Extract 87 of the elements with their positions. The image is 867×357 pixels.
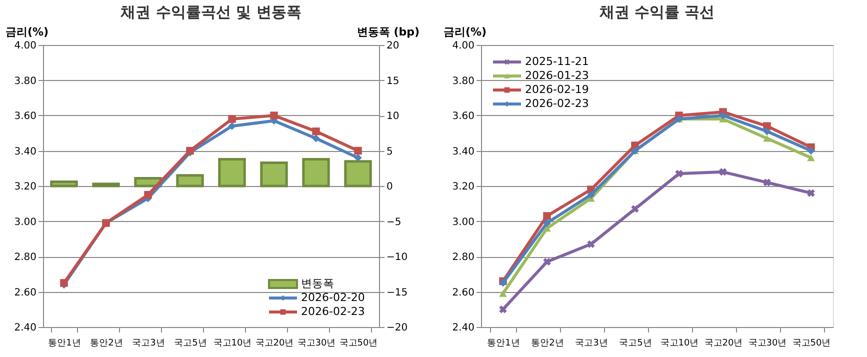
point: [543, 212, 551, 220]
y-tick-label: 3.20: [14, 182, 36, 192]
y-tick-label: 2.80: [14, 252, 36, 263]
bar: [260, 161, 288, 188]
x-tick-label: 국고5년: [619, 338, 652, 348]
x-tick-label: 통안1년: [48, 338, 81, 348]
y2-axis-title: 변동폭 (bp): [356, 26, 420, 38]
legend-label: 2026-02-23: [525, 97, 589, 110]
legend-label: 2026-01-23: [525, 69, 589, 82]
y2-tick-label: 0: [386, 182, 393, 192]
y-tick-label: 3.00: [14, 216, 36, 228]
point: [763, 127, 771, 136]
y2-tick-label: 5: [386, 146, 393, 158]
y2-tick-label: −20: [386, 322, 408, 334]
point: [763, 135, 771, 142]
point: [587, 240, 595, 248]
y2-tick-label: −5: [386, 216, 402, 228]
legend-label: 2026-02-23: [301, 305, 365, 318]
x-tick-label: 국고30년: [748, 338, 787, 348]
y-tick-label: 3.00: [452, 216, 474, 228]
point: [719, 168, 727, 176]
x-tick-label: 국고3년: [132, 338, 165, 348]
chart-title: 채권 수익률곡선 및 변동폭: [120, 3, 302, 21]
bar: [344, 160, 372, 188]
x-tick-label: 국고5년: [174, 338, 207, 348]
legend-label: 2026-02-20: [301, 291, 365, 304]
point: [587, 190, 595, 199]
legend-label: 변동폭: [301, 277, 334, 290]
y-axis-title: 금리(%): [6, 26, 49, 38]
y-tick-label: 3.80: [452, 76, 474, 87]
x-tick-label: 국고20년: [704, 338, 743, 348]
point: [807, 146, 815, 155]
legend-label: 2026-02-19: [525, 83, 589, 96]
point: [807, 154, 815, 162]
y2-tick-label: 10: [386, 111, 400, 122]
legend-label: 2025-11-21: [525, 55, 589, 68]
point: [228, 122, 236, 130]
point: [312, 127, 320, 136]
x-tick-label: 국고50년: [339, 338, 378, 348]
point: [354, 154, 362, 162]
y-tick-label: 3.40: [14, 146, 36, 158]
y-tick-label: 2.40: [452, 322, 474, 334]
x-tick-label: 국고3년: [575, 338, 608, 348]
y-tick-label: 2.60: [452, 287, 474, 298]
x-tick-label: 국고20년: [255, 338, 294, 348]
point: [144, 190, 152, 199]
point: [270, 112, 278, 120]
point: [228, 115, 236, 123]
point: [312, 134, 320, 142]
x-tick-label: 국고30년: [297, 338, 336, 348]
y-tick-label: 3.60: [452, 111, 474, 122]
bar: [50, 180, 78, 188]
y-tick-label: 4.00: [452, 40, 474, 52]
x-tick-label: 국고50년: [792, 338, 831, 348]
chart-title: 채권 수익률 곡선: [598, 3, 715, 21]
y-tick-label: 3.80: [14, 76, 36, 87]
point: [354, 146, 362, 155]
x-tick-label: 국고10년: [660, 338, 699, 348]
point: [499, 290, 507, 297]
y2-tick-label: −10: [386, 252, 408, 263]
bar: [92, 182, 120, 188]
point: [543, 219, 551, 227]
y-tick-label: 3.60: [14, 111, 36, 122]
y-axis-title: 금리(%): [444, 26, 487, 38]
x-tick-label: 국고10년: [213, 338, 252, 348]
point: [763, 178, 771, 186]
point: [543, 258, 551, 266]
point: [499, 306, 507, 314]
y-tick-label: 2.60: [14, 287, 36, 298]
x-tick-label: 통안2년: [531, 338, 564, 348]
bar: [302, 158, 330, 188]
point: [631, 205, 639, 213]
y-tick-label: 3.20: [452, 182, 474, 192]
x-tick-label: 통안2년: [90, 338, 123, 348]
x-tick-label: 통안1년: [487, 338, 520, 348]
point: [807, 189, 815, 197]
y-tick-label: 3.40: [452, 146, 474, 158]
y-tick-label: 4.00: [14, 40, 36, 52]
bar: [176, 174, 204, 188]
y2-tick-label: −15: [386, 287, 408, 298]
y2-tick-label: 15: [386, 76, 400, 87]
bar: [218, 158, 246, 188]
y-tick-label: 2.80: [452, 252, 474, 263]
y2-tick-label: 20: [386, 40, 400, 52]
point: [719, 112, 727, 120]
point: [675, 170, 683, 178]
y-tick-label: 2.40: [14, 322, 36, 334]
